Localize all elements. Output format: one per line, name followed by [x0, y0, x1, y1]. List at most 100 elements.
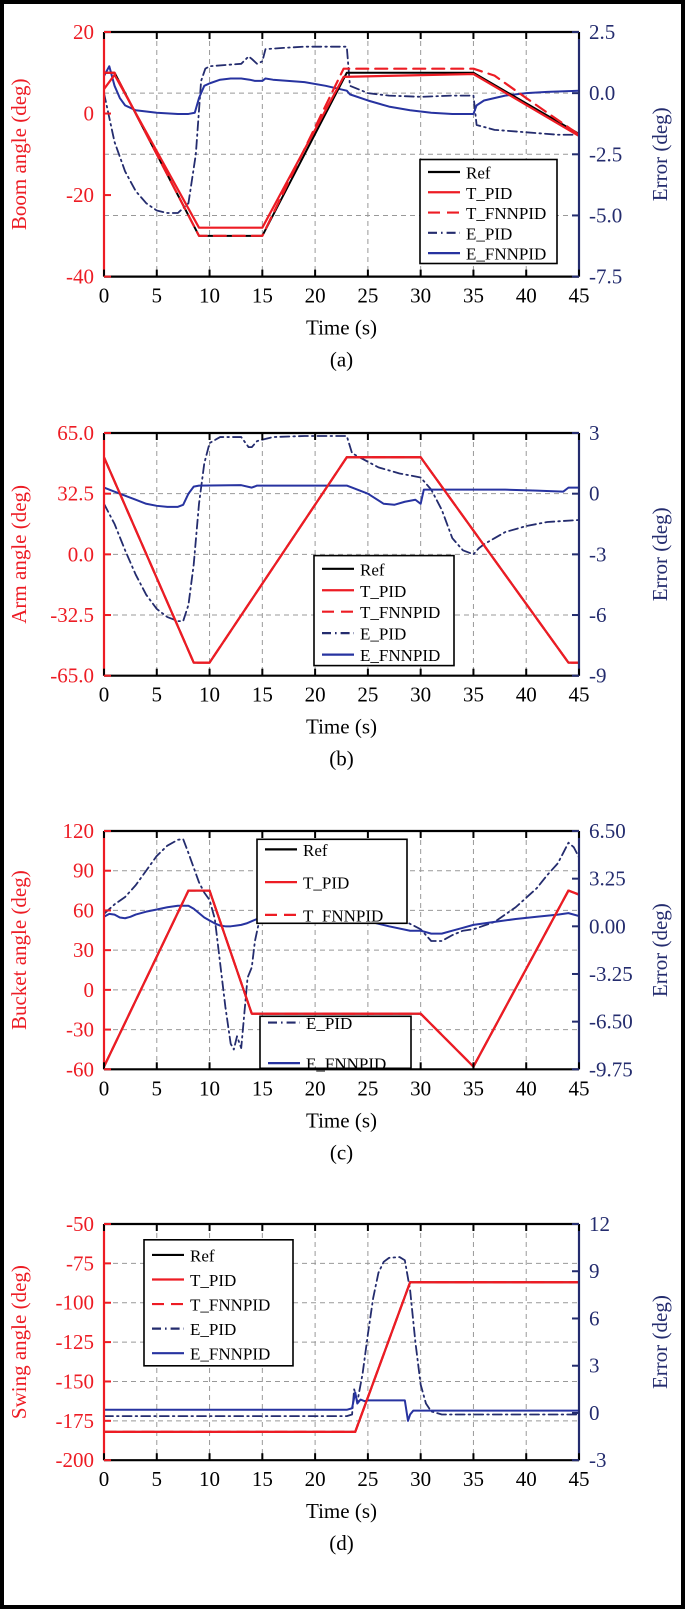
svg-text:0: 0: [99, 1076, 110, 1100]
svg-text:-150: -150: [56, 1370, 95, 1394]
svg-text:5: 5: [152, 1467, 163, 1491]
svg-text:10: 10: [199, 283, 220, 307]
svg-text:-40: -40: [66, 264, 94, 288]
svg-text:45: 45: [569, 683, 590, 707]
svg-text:15: 15: [252, 283, 273, 307]
svg-text:15: 15: [252, 1467, 273, 1491]
svg-text:E_FNNPID: E_FNNPID: [190, 1345, 270, 1364]
svg-text:T_FNNPID: T_FNNPID: [303, 906, 383, 925]
svg-text:120: 120: [63, 819, 95, 843]
svg-text:(c): (c): [330, 1140, 353, 1164]
svg-text:Time (s): Time (s): [306, 315, 377, 339]
svg-text:40: 40: [516, 683, 537, 707]
svg-text:5: 5: [152, 683, 163, 707]
svg-text:-9.75: -9.75: [589, 1057, 633, 1081]
svg-text:45: 45: [569, 1467, 590, 1491]
svg-text:T_FNNPID: T_FNNPID: [360, 604, 440, 623]
svg-text:-175: -175: [56, 1409, 95, 1433]
svg-text:0.0: 0.0: [68, 543, 94, 567]
svg-text:-9: -9: [589, 664, 607, 688]
svg-text:45: 45: [569, 283, 590, 307]
svg-text:T_FNNPID: T_FNNPID: [190, 1296, 270, 1315]
svg-text:Ref: Ref: [303, 841, 328, 860]
svg-text:20: 20: [305, 683, 326, 707]
svg-text:0: 0: [99, 283, 110, 307]
svg-text:Swing angle (deg): Swing angle (deg): [7, 1265, 31, 1419]
svg-text:Bucket angle (deg): Bucket angle (deg): [7, 870, 31, 1030]
svg-text:-125: -125: [56, 1330, 95, 1354]
svg-text:-3: -3: [589, 1448, 607, 1472]
svg-text:Arm angle (deg): Arm angle (deg): [7, 485, 31, 624]
svg-text:0: 0: [589, 1401, 600, 1425]
svg-text:30: 30: [73, 938, 94, 962]
svg-text:12: 12: [589, 1212, 610, 1236]
svg-text:5: 5: [152, 283, 163, 307]
svg-text:Ref: Ref: [360, 561, 385, 580]
svg-text:10: 10: [199, 1467, 220, 1491]
svg-text:Time (s): Time (s): [306, 1499, 377, 1523]
svg-text:0: 0: [99, 1467, 110, 1491]
svg-text:35: 35: [463, 1467, 484, 1491]
svg-text:Error (deg): Error (deg): [648, 508, 672, 602]
svg-text:9: 9: [589, 1259, 600, 1283]
svg-text:40: 40: [516, 1467, 537, 1491]
svg-text:20: 20: [73, 20, 94, 44]
svg-text:Ref: Ref: [190, 1247, 215, 1266]
svg-text:-32.5: -32.5: [50, 603, 94, 627]
svg-text:T_PID: T_PID: [466, 183, 512, 202]
svg-text:-50: -50: [66, 1212, 94, 1236]
svg-text:32.5: 32.5: [57, 482, 94, 506]
svg-text:15: 15: [252, 1076, 273, 1100]
svg-text:-6.50: -6.50: [589, 1009, 633, 1033]
svg-text:10: 10: [199, 683, 220, 707]
svg-text:3: 3: [589, 421, 600, 445]
svg-text:-30: -30: [66, 1017, 94, 1041]
svg-text:25: 25: [357, 283, 378, 307]
svg-text:30: 30: [410, 683, 431, 707]
svg-text:30: 30: [410, 1076, 431, 1100]
svg-text:-2.5: -2.5: [589, 142, 622, 166]
svg-text:T_PID: T_PID: [190, 1271, 236, 1290]
svg-text:3.25: 3.25: [589, 866, 626, 890]
svg-text:Boom angle (deg): Boom angle (deg): [7, 78, 31, 230]
svg-text:45: 45: [569, 1076, 590, 1100]
svg-text:0: 0: [99, 683, 110, 707]
svg-text:3: 3: [589, 1354, 600, 1378]
svg-text:5: 5: [152, 1076, 163, 1100]
svg-text:T_PID: T_PID: [303, 873, 349, 892]
svg-text:2.5: 2.5: [589, 20, 615, 44]
svg-text:(d): (d): [329, 1531, 354, 1555]
svg-text:30: 30: [410, 1467, 431, 1491]
svg-text:30: 30: [410, 283, 431, 307]
svg-text:6.50: 6.50: [589, 819, 626, 843]
svg-text:25: 25: [357, 1467, 378, 1491]
svg-text:0: 0: [84, 101, 95, 125]
svg-text:90: 90: [73, 858, 94, 882]
svg-text:-75: -75: [66, 1252, 94, 1276]
svg-text:0.0: 0.0: [589, 81, 615, 105]
svg-text:T_FNNPID: T_FNNPID: [466, 204, 546, 223]
svg-text:-3: -3: [589, 543, 607, 567]
svg-text:T_PID: T_PID: [360, 582, 406, 601]
svg-text:-20: -20: [66, 183, 94, 207]
svg-text:Ref: Ref: [466, 163, 491, 182]
svg-text:20: 20: [305, 1076, 326, 1100]
svg-text:E_FNNPID: E_FNNPID: [466, 244, 546, 263]
svg-text:Error (deg): Error (deg): [648, 107, 672, 201]
svg-text:65.0: 65.0: [57, 421, 94, 445]
svg-text:40: 40: [516, 283, 537, 307]
svg-text:-65.0: -65.0: [50, 664, 94, 688]
svg-text:-200: -200: [56, 1448, 95, 1472]
svg-text:E_PID: E_PID: [360, 625, 406, 644]
svg-text:E_PID: E_PID: [190, 1320, 236, 1339]
svg-text:35: 35: [463, 683, 484, 707]
svg-text:35: 35: [463, 283, 484, 307]
svg-text:-60: -60: [66, 1057, 94, 1081]
svg-text:35: 35: [463, 1076, 484, 1100]
svg-text:0.00: 0.00: [589, 914, 626, 938]
svg-text:25: 25: [357, 1076, 378, 1100]
svg-text:(a): (a): [330, 347, 353, 371]
svg-text:Time (s): Time (s): [306, 715, 377, 739]
svg-text:20: 20: [305, 1467, 326, 1491]
svg-text:E_FNNPID: E_FNNPID: [360, 646, 440, 665]
